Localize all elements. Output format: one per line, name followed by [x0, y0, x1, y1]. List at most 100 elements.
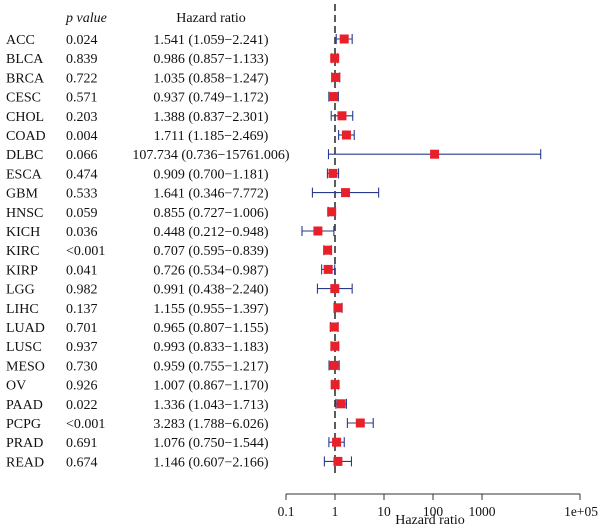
forest-row: DLBC 0.066 107.734 (0.736−15761.006) — [6, 148, 542, 163]
pvalue-column-header: p value — [65, 11, 107, 26]
hazard-ratio-marker — [339, 34, 349, 44]
row-hazard-ratio: 0.993 (0.833−1.183) — [153, 340, 269, 355]
forest-row: LIHC 0.137 1.155 (0.955−1.397) — [6, 302, 343, 317]
forest-row: LGG 0.982 0.991 (0.438−2.240) — [6, 283, 353, 298]
forest-row: HNSC 0.059 0.855 (0.727−1.006) — [6, 206, 337, 221]
row-hazard-ratio: 0.855 (0.727−1.006) — [153, 206, 269, 221]
row-hazard-ratio: 1.388 (0.837−2.301) — [153, 110, 269, 125]
x-tick-label: 100 — [423, 504, 444, 519]
row-pvalue: 0.066 — [66, 148, 98, 163]
row-label: DLBC — [6, 148, 43, 163]
row-hazard-ratio: 1.146 (0.607−2.166) — [153, 455, 269, 470]
forest-row: KICH 0.036 0.448 (0.212−0.948) — [6, 225, 335, 240]
x-tick-label: 0.1 — [278, 504, 295, 519]
hazard-ratio-marker — [329, 92, 339, 102]
forest-row: READ 0.674 1.146 (0.607−2.166) — [6, 455, 352, 470]
row-hazard-ratio: 0.909 (0.700−1.181) — [153, 167, 269, 182]
row-pvalue: 0.701 — [66, 321, 98, 336]
hazard-ratio-marker — [329, 322, 339, 332]
row-pvalue: 0.839 — [66, 52, 98, 67]
hazard-ratio-marker — [336, 399, 346, 409]
row-hazard-ratio: 1.155 (0.955−1.397) — [153, 302, 269, 317]
row-hazard-ratio: 0.965 (0.807−1.155) — [153, 321, 269, 336]
row-label: KIRP — [6, 263, 38, 278]
row-label: LGG — [6, 283, 35, 298]
row-pvalue: <0.001 — [66, 417, 105, 432]
row-label: BLCA — [6, 52, 44, 67]
row-pvalue: 0.722 — [66, 71, 98, 86]
row-label: READ — [6, 455, 44, 470]
rows-layer: ACC 0.024 1.541 (1.059−2.241) BLCA 0.839 0.98… — [6, 4, 542, 474]
row-hazard-ratio: 0.986 (0.857−1.133) — [153, 52, 269, 67]
row-label: BRCA — [6, 71, 45, 86]
forest-row: CESC 0.571 0.937 (0.749−1.172) — [6, 91, 339, 106]
x-axis: 0.1 1 10 100 1000 1e+05 — [278, 493, 598, 519]
row-pvalue: 0.137 — [66, 302, 98, 317]
hazard-ratio-marker — [323, 264, 333, 274]
hazard-ratio-marker — [333, 456, 343, 466]
hazard-ratio-marker — [313, 226, 323, 236]
row-hazard-ratio: 1.035 (0.858−1.247) — [153, 71, 269, 86]
row-hazard-ratio: 0.726 (0.534−0.987) — [153, 263, 269, 278]
row-pvalue: 0.674 — [66, 455, 98, 470]
row-pvalue: 0.474 — [66, 167, 98, 182]
row-pvalue: 0.024 — [66, 33, 98, 48]
hazard-ratio-marker — [330, 284, 340, 294]
forest-row: LUSC 0.937 0.993 (0.833−1.183) — [6, 340, 340, 355]
row-label: KIRC — [6, 244, 39, 259]
row-hazard-ratio: 1.336 (1.043−1.713) — [153, 398, 269, 413]
row-pvalue: 0.004 — [66, 129, 98, 144]
row-label: KICH — [6, 225, 40, 240]
x-tick-label: 1e+05 — [564, 504, 598, 519]
row-pvalue: <0.001 — [66, 244, 105, 259]
row-pvalue: 0.059 — [66, 206, 98, 221]
hazard-ratio-marker — [341, 188, 351, 198]
forest-row: PAAD 0.022 1.336 (1.043−1.713) — [6, 398, 348, 413]
row-hazard-ratio: 1.541 (1.059−2.241) — [153, 33, 269, 48]
forest-row: BLCA 0.839 0.986 (0.857−1.133) — [6, 52, 340, 67]
hazard-ratio-marker — [337, 111, 347, 121]
hazard-ratio-marker — [430, 149, 440, 159]
hazard-ratio-marker — [327, 207, 337, 217]
row-label: HNSC — [6, 206, 43, 221]
forest-row: KIRC <0.001 0.707 (0.595−0.839) — [6, 244, 333, 259]
row-label: CHOL — [6, 110, 44, 125]
row-hazard-ratio: 0.937 (0.749−1.172) — [153, 91, 269, 106]
row-label: PRAD — [6, 436, 43, 451]
row-label: LUAD — [6, 321, 45, 336]
row-hazard-ratio: 0.448 (0.212−0.948) — [153, 225, 269, 240]
row-pvalue: 0.036 — [66, 225, 98, 240]
row-label: GBM — [6, 187, 38, 202]
row-label: COAD — [6, 129, 46, 144]
x-tick-label: 1 — [332, 504, 339, 519]
hazard-ratio-marker — [330, 53, 340, 63]
x-tick-label: 10 — [377, 504, 391, 519]
forest-row: GBM 0.533 1.641 (0.346−7.772) — [6, 187, 380, 202]
row-label: ACC — [6, 33, 35, 48]
row-hazard-ratio: 1.007 (0.867−1.170) — [153, 379, 269, 394]
row-hazard-ratio: 1.076 (0.750−1.544) — [153, 436, 269, 451]
row-hazard-ratio: 1.641 (0.346−7.772) — [153, 187, 269, 202]
row-pvalue: 0.937 — [66, 340, 98, 355]
hazard-ratio-marker — [330, 380, 340, 390]
row-label: LUSC — [6, 340, 42, 355]
row-pvalue: 0.041 — [66, 263, 98, 278]
row-hazard-ratio: 0.707 (0.595−0.839) — [153, 244, 269, 259]
hazard-ratio-marker — [330, 341, 340, 351]
hazard-ratio-marker — [333, 303, 343, 313]
row-pvalue: 0.691 — [66, 436, 98, 451]
row-label: OV — [6, 379, 26, 394]
row-label: CESC — [6, 91, 41, 106]
forest-row: LUAD 0.701 0.965 (0.807−1.155) — [6, 321, 339, 336]
hazard-ratio-column-header: Hazard ratio — [176, 11, 246, 26]
forest-row: OV 0.926 1.007 (0.867−1.170) — [6, 379, 340, 394]
row-hazard-ratio: 3.283 (1.788−6.026) — [153, 417, 269, 432]
forest-row: BRCA 0.722 1.035 (0.858−1.247) — [6, 71, 341, 86]
forest-row: ESCA 0.474 0.909 (0.700−1.181) — [6, 167, 340, 182]
x-axis-title: Hazard ratio — [395, 513, 465, 528]
row-pvalue: 0.203 — [66, 110, 98, 125]
row-pvalue: 0.571 — [66, 91, 98, 106]
row-pvalue: 0.022 — [66, 398, 98, 413]
